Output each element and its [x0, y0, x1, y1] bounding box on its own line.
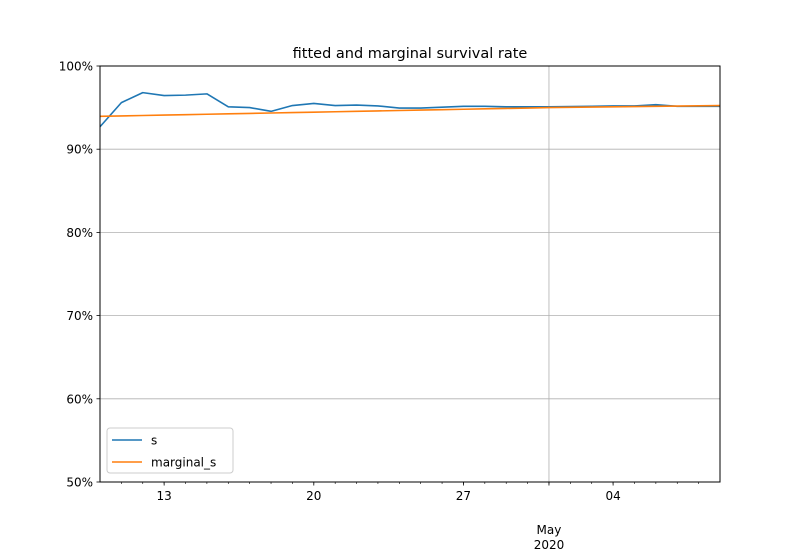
chart-title: fitted and marginal survival rate: [293, 46, 528, 62]
x-tick-label: 27: [456, 489, 471, 503]
y-tick-label: 60%: [66, 392, 93, 406]
y-tick-label: 100%: [59, 60, 93, 74]
plot-frame: [99, 65, 721, 483]
y-tick-label: 90%: [66, 143, 93, 157]
grid: [100, 65, 720, 483]
series-lines: [99, 91, 721, 128]
y-tick-label: 50%: [66, 476, 93, 490]
y-axis: 50% 60% 70% 80% 90% 100%: [59, 60, 100, 490]
x-tick-label: 20: [306, 489, 321, 503]
series-line-s: [99, 91, 720, 128]
legend: s marginal_s: [106, 427, 234, 474]
x-year-label: 2020: [534, 538, 565, 550]
series-line-marginal_s: [99, 104, 721, 118]
y-tick-label: 80%: [66, 226, 93, 240]
x-tick-label: 13: [156, 489, 171, 503]
legend-label-marginal_s: marginal_s: [151, 456, 216, 470]
x-month-label: May: [537, 523, 562, 537]
legend-label-s: s: [151, 434, 157, 448]
y-tick-label: 70%: [66, 309, 93, 323]
x-tick-label: 04: [605, 489, 620, 503]
